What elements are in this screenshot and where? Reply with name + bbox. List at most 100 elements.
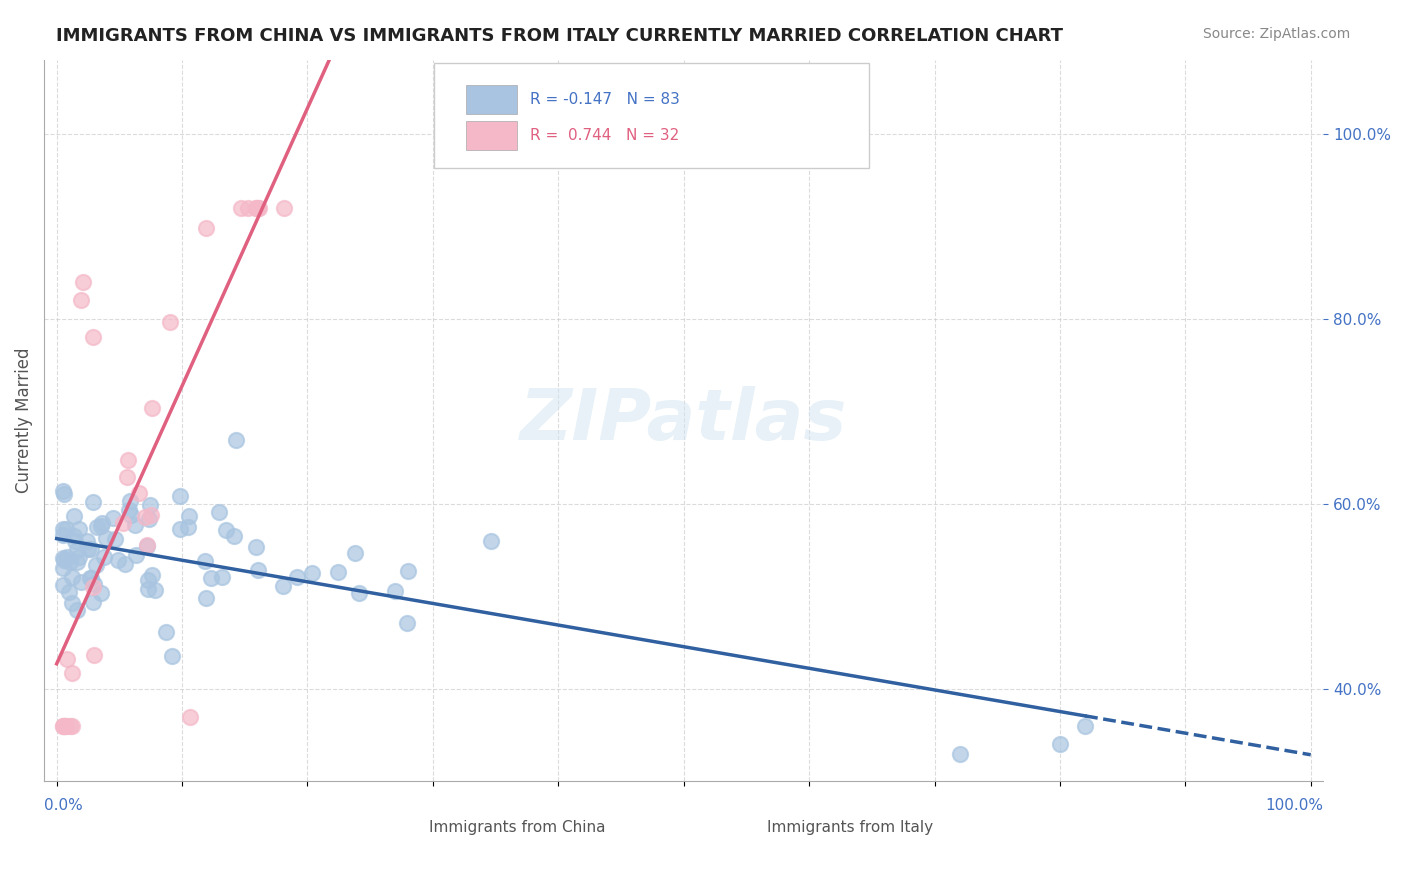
Point	[138, 512, 160, 526]
Point	[82, 580, 104, 594]
Point	[136, 573, 159, 587]
Point	[82, 330, 104, 344]
Point	[90, 586, 112, 600]
Point	[162, 649, 184, 664]
Point	[236, 201, 259, 215]
Point	[52, 523, 75, 537]
FancyBboxPatch shape	[467, 85, 517, 113]
Point	[83, 577, 105, 591]
Point	[53, 719, 76, 733]
Point	[141, 568, 163, 582]
Point	[65, 534, 87, 549]
Point	[141, 508, 163, 522]
Point	[86, 520, 108, 534]
Point	[60, 666, 83, 681]
Point	[1074, 719, 1097, 733]
FancyBboxPatch shape	[735, 824, 773, 847]
Point	[177, 509, 200, 524]
Point	[247, 201, 270, 215]
Point	[245, 201, 267, 215]
Point	[56, 651, 79, 665]
Point	[91, 516, 114, 530]
Point	[67, 550, 90, 565]
Point	[69, 575, 91, 590]
Text: 0.0%: 0.0%	[44, 798, 83, 814]
Point	[128, 485, 150, 500]
Point	[326, 565, 349, 579]
Point	[229, 201, 252, 215]
Point	[246, 201, 269, 215]
Point	[52, 527, 75, 541]
Point	[52, 483, 75, 498]
Text: Immigrants from Italy: Immigrants from Italy	[766, 820, 934, 835]
Point	[222, 529, 245, 543]
Point	[347, 586, 370, 600]
Point	[104, 532, 127, 546]
Y-axis label: Currently Married: Currently Married	[15, 348, 32, 493]
Point	[66, 543, 89, 558]
Point	[52, 719, 75, 733]
Point	[301, 566, 323, 580]
Point	[55, 719, 77, 733]
FancyBboxPatch shape	[402, 824, 440, 847]
Point	[481, 533, 503, 548]
Point	[396, 615, 419, 630]
Point	[62, 529, 84, 543]
Point	[136, 582, 159, 596]
Point	[195, 591, 218, 606]
Text: Source: ZipAtlas.com: Source: ZipAtlas.com	[1202, 27, 1350, 41]
Point	[111, 516, 134, 531]
Text: R =  0.744   N = 32: R = 0.744 N = 32	[530, 128, 679, 143]
Point	[60, 595, 83, 609]
Point	[273, 201, 295, 215]
Point	[117, 453, 139, 467]
Point	[58, 585, 80, 599]
Point	[118, 503, 141, 517]
Point	[271, 579, 294, 593]
Point	[245, 201, 267, 215]
Text: ZIPatlas: ZIPatlas	[520, 386, 848, 455]
Point	[287, 570, 309, 584]
Point	[139, 498, 162, 512]
Text: IMMIGRANTS FROM CHINA VS IMMIGRANTS FROM ITALY CURRENTLY MARRIED CORRELATION CHA: IMMIGRANTS FROM CHINA VS IMMIGRANTS FROM…	[56, 27, 1063, 45]
Point	[66, 556, 89, 570]
Point	[135, 538, 157, 552]
Point	[83, 648, 105, 663]
Point	[120, 494, 142, 508]
Point	[208, 505, 231, 519]
Point	[384, 584, 406, 599]
Point	[79, 571, 101, 585]
Point	[76, 533, 98, 548]
FancyBboxPatch shape	[467, 121, 517, 150]
Point	[215, 523, 238, 537]
Point	[124, 518, 146, 533]
Point	[80, 541, 103, 556]
Point	[52, 719, 75, 733]
Point	[134, 510, 156, 524]
Point	[52, 560, 75, 574]
Point	[141, 401, 163, 415]
Point	[194, 554, 217, 568]
Point	[211, 570, 233, 584]
Point	[53, 719, 76, 733]
Point	[169, 522, 191, 536]
Point	[245, 540, 267, 554]
Point	[396, 564, 419, 578]
Point	[62, 509, 84, 524]
Point	[56, 550, 79, 565]
Point	[169, 489, 191, 503]
Text: Immigrants from China: Immigrants from China	[429, 820, 606, 835]
Point	[159, 315, 181, 329]
Point	[59, 719, 82, 733]
Point	[52, 577, 75, 591]
Point	[143, 582, 166, 597]
Point	[52, 550, 75, 565]
Point	[179, 709, 201, 723]
Point	[194, 221, 217, 235]
Point	[80, 572, 103, 586]
Point	[82, 595, 104, 609]
Point	[1049, 737, 1071, 751]
Text: 100.0%: 100.0%	[1265, 798, 1323, 814]
Point	[72, 275, 94, 289]
Point	[200, 571, 222, 585]
